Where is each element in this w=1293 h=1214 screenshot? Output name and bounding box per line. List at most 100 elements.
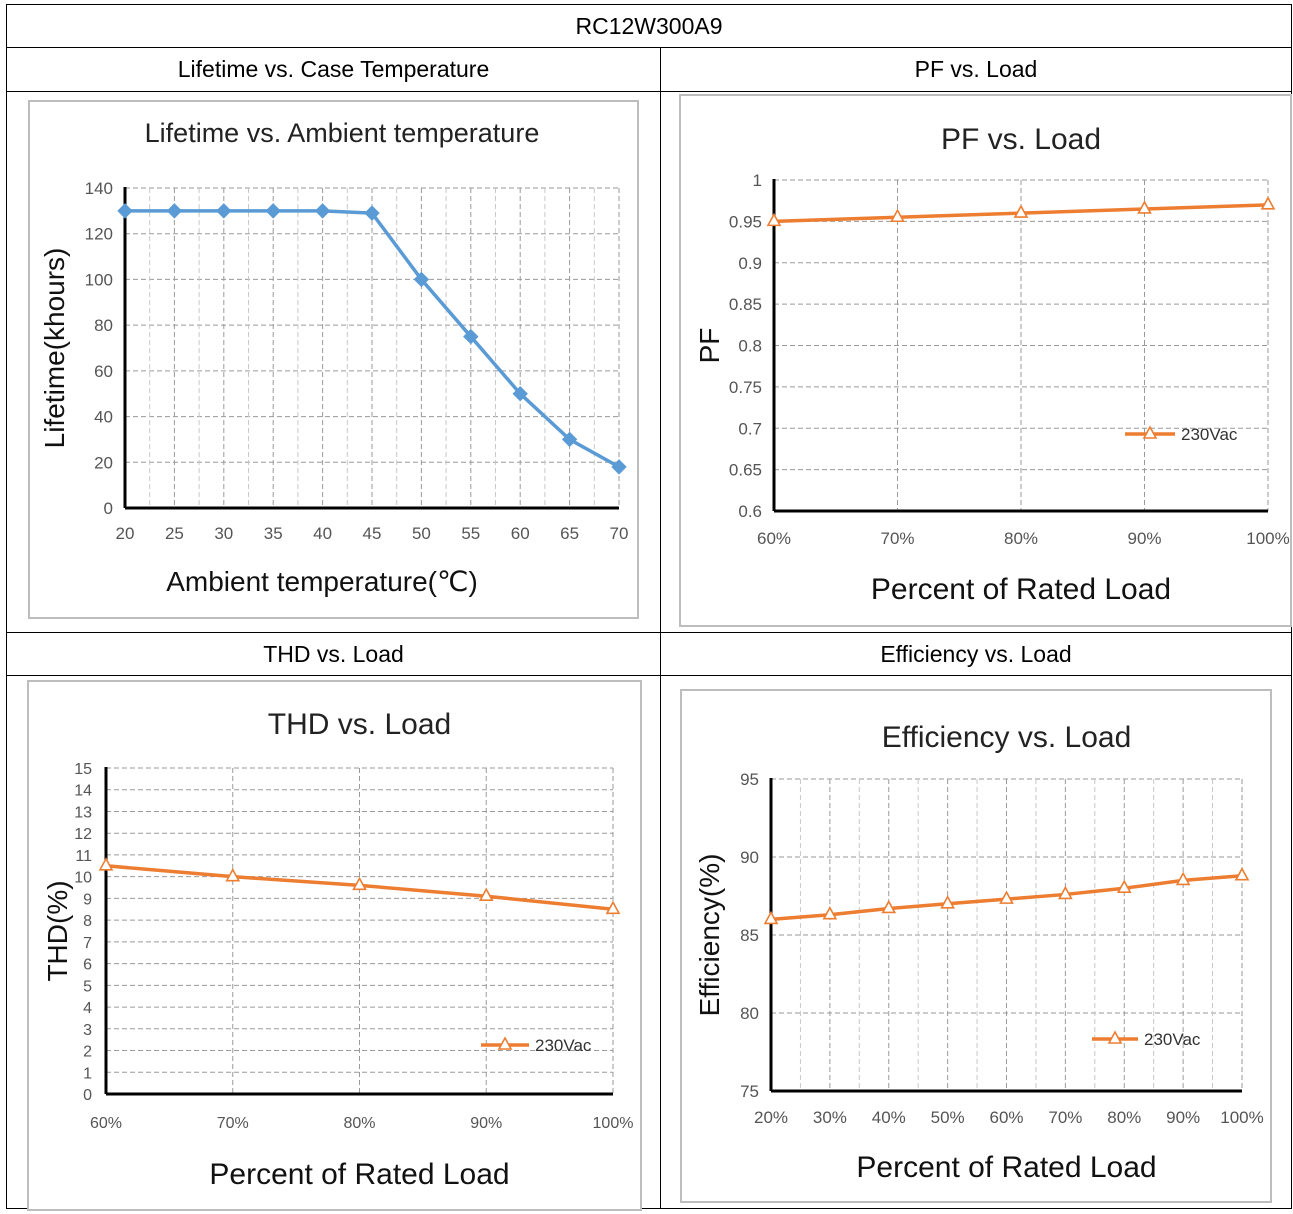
y-tick-label: 14 [74,783,92,800]
legend-marker [497,1036,513,1050]
y-tick-label: 0.85 [729,295,762,314]
lifetime-chart-panel: 0 20 40 60 80 100 120 140 20 25 30 35 40 45 50 55 60 65 70… [28,100,639,619]
data-point [314,203,331,219]
x-tick-label: 70 [610,524,629,543]
y-tick-label: 0.95 [729,212,762,231]
y-tick-label: 40 [94,408,113,427]
data-point [225,867,241,882]
x-tick-label: 70% [217,1115,249,1132]
y-tick-label: 0.9 [738,254,762,273]
x-tick-label: 80% [1107,1108,1141,1127]
y-tick-label: 13 [74,804,92,821]
data-point [763,910,779,925]
y-axis-label: PF [694,328,725,364]
data-point [605,900,621,915]
y-tick-label: 85 [740,926,759,945]
data-point [1013,204,1029,218]
y-tick-label: 15 [74,761,92,778]
y-tick-label: 1 [83,1065,92,1082]
data-point [1137,200,1152,214]
x-tick-label: 60% [989,1108,1023,1127]
y-tick-label: 60 [94,362,113,381]
y-tick-label: 75 [740,1082,759,1101]
pf-chart: 0.6 0.65 0.7 0.75 0.8 0.85 0.9 0.95 1 60% 70% 80% 90… [694,123,1290,606]
data-point [940,895,955,909]
y-axis-label: THD(%) [42,880,73,981]
x-tick-label: 70% [880,529,914,548]
y-tick-label: 0.65 [729,461,762,480]
header-efficiency: Efficiency vs. Load [880,641,1072,667]
data-point [1175,871,1191,886]
y-tick-label: 8 [83,913,92,930]
row-divider [7,47,1291,48]
x-tick-label: 35 [264,524,283,543]
x-tick-label: 60% [757,529,791,548]
row-divider [7,91,1291,92]
x-tick-label: 40 [313,524,332,543]
column-divider [660,47,661,1209]
y-tick-label: 0.7 [738,419,762,438]
y-tick-label: 80 [94,316,113,335]
x-tick-label: 55 [461,524,480,543]
data-point [463,328,479,345]
x-tick-label: 80% [1004,529,1038,548]
data-point [1260,196,1276,210]
y-tick-label: 0.75 [729,378,762,397]
y-tick-label: 4 [83,1000,92,1017]
data-point [999,890,1014,904]
y-tick-label: 100 [85,270,113,289]
x-tick-label: 90% [470,1115,502,1132]
data-point [890,208,905,223]
y-tick-label: 9 [83,891,92,908]
y-tick-label: 3 [83,1022,92,1039]
x-tick-label: 60 [511,524,530,543]
chart-title: Efficiency vs. Load [882,721,1132,754]
data-point [413,271,430,288]
x-tick-label: 30 [214,524,233,543]
y-tick-label: 10 [74,870,92,887]
data-point [166,203,183,219]
y-tick-label: 0.6 [738,502,762,521]
x-tick-label: 50 [412,524,431,543]
chart-title: THD vs. Load [268,708,451,741]
x-tick-label: 100% [593,1115,634,1132]
y-tick-label: 1 [753,171,762,190]
data-point [881,899,897,914]
y-tick-label: 80 [740,1004,759,1023]
x-tick-label: 60% [90,1115,122,1132]
x-axis-label: Percent of Rated Load [871,573,1171,606]
x-tick-label: 30% [813,1108,847,1127]
y-tick-label: 12 [74,826,92,843]
y-tick-label: 0 [83,1087,92,1104]
y-axis-label: Lifetime(khours) [39,248,70,449]
data-point [1234,867,1250,881]
x-tick-label: 20% [754,1108,788,1127]
y-tick-label: 90 [740,848,759,867]
row-divider [7,675,1291,676]
data-point [561,431,578,448]
x-tick-label: 100% [1220,1108,1263,1127]
data-point [766,212,782,227]
y-tick-label: 140 [85,179,113,198]
y-axis-label: Efficiency(%) [694,854,725,1017]
table-title: RC12W300A9 [575,13,723,39]
y-tick-label: 20 [94,453,113,472]
y-tick-label: 0 [104,499,113,518]
x-axis-label: Ambient temperature(℃) [166,566,478,597]
data-point [265,203,281,219]
x-tick-label: 25 [165,524,184,543]
legend-label: 230Vac [1181,425,1238,444]
data-point [611,459,627,475]
efficiency-chart-panel: 75 80 85 90 95 20% 30% 40% 50% 60% 70% 80% 90% 100% Ef… [680,689,1272,1203]
data-point [478,887,494,902]
data-point [364,205,380,221]
y-tick-label: 95 [740,770,759,789]
row-divider [7,632,1291,633]
chart-title: Lifetime vs. Ambient temperature [145,118,540,148]
legend-label: 230Vac [535,1036,592,1055]
x-axis-label: Percent of Rated Load [856,1151,1156,1184]
y-tick-label: 11 [75,848,92,865]
y-tick-label: 0.8 [738,337,762,356]
header-pf: PF vs. Load [914,56,1038,82]
